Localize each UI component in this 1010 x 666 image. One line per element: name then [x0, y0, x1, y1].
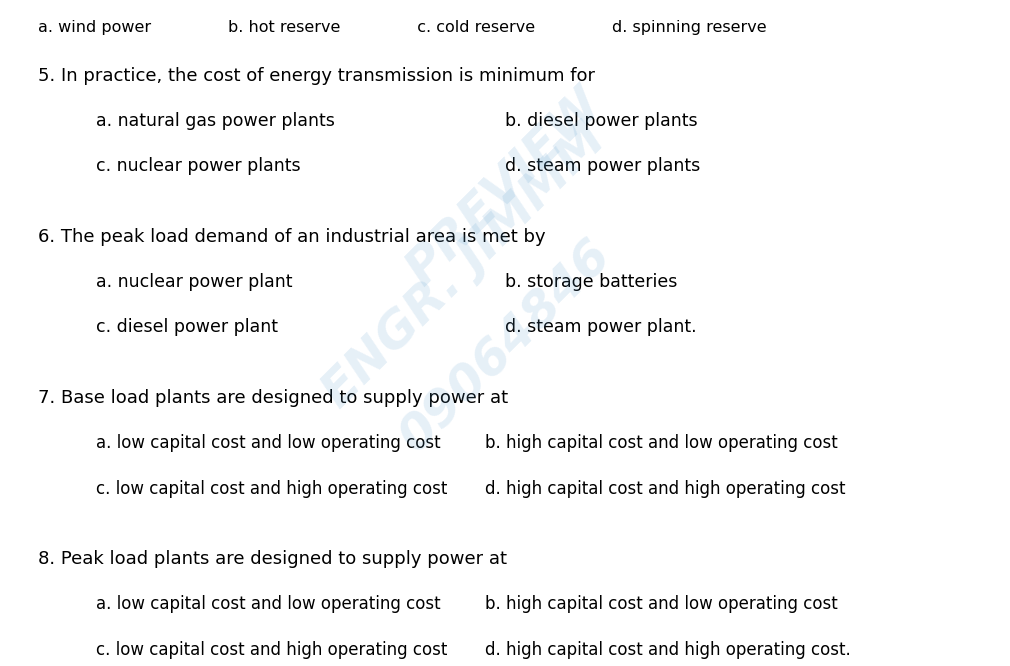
Text: c. low capital cost and high operating cost: c. low capital cost and high operating c… — [96, 480, 447, 498]
Text: 09064846: 09064846 — [390, 231, 620, 462]
Text: b. high capital cost and low operating cost: b. high capital cost and low operating c… — [485, 434, 837, 452]
Text: b. diesel power plants: b. diesel power plants — [505, 112, 698, 130]
Text: c. diesel power plant: c. diesel power plant — [96, 318, 278, 336]
Text: 7. Base load plants are designed to supply power at: 7. Base load plants are designed to supp… — [38, 389, 508, 407]
Text: a. nuclear power plant: a. nuclear power plant — [96, 273, 293, 291]
Text: d. high capital cost and high operating cost: d. high capital cost and high operating … — [485, 480, 845, 498]
Text: ENGR. JIMMM: ENGR. JIMMM — [313, 115, 616, 418]
Text: d. high capital cost and high operating cost.: d. high capital cost and high operating … — [485, 641, 850, 659]
Text: a. natural gas power plants: a. natural gas power plants — [96, 112, 335, 130]
Text: c. low capital cost and high operating cost: c. low capital cost and high operating c… — [96, 641, 447, 659]
Text: c. nuclear power plants: c. nuclear power plants — [96, 157, 301, 175]
Text: 6. The peak load demand of an industrial area is met by: 6. The peak load demand of an industrial… — [38, 228, 546, 246]
Text: PREVIEW: PREVIEW — [398, 79, 612, 294]
Text: d. steam power plants: d. steam power plants — [505, 157, 700, 175]
Text: b. high capital cost and low operating cost: b. high capital cost and low operating c… — [485, 595, 837, 613]
Text: b. storage batteries: b. storage batteries — [505, 273, 678, 291]
Text: d. steam power plant.: d. steam power plant. — [505, 318, 697, 336]
Text: a. low capital cost and low operating cost: a. low capital cost and low operating co… — [96, 434, 440, 452]
Text: a. low capital cost and low operating cost: a. low capital cost and low operating co… — [96, 595, 440, 613]
Text: 8. Peak load plants are designed to supply power at: 8. Peak load plants are designed to supp… — [38, 550, 507, 568]
Text: 5. In practice, the cost of energy transmission is minimum for: 5. In practice, the cost of energy trans… — [38, 67, 595, 85]
Text: a. wind power               b. hot reserve               c. cold reserve        : a. wind power b. hot reserve c. cold res… — [38, 20, 767, 35]
